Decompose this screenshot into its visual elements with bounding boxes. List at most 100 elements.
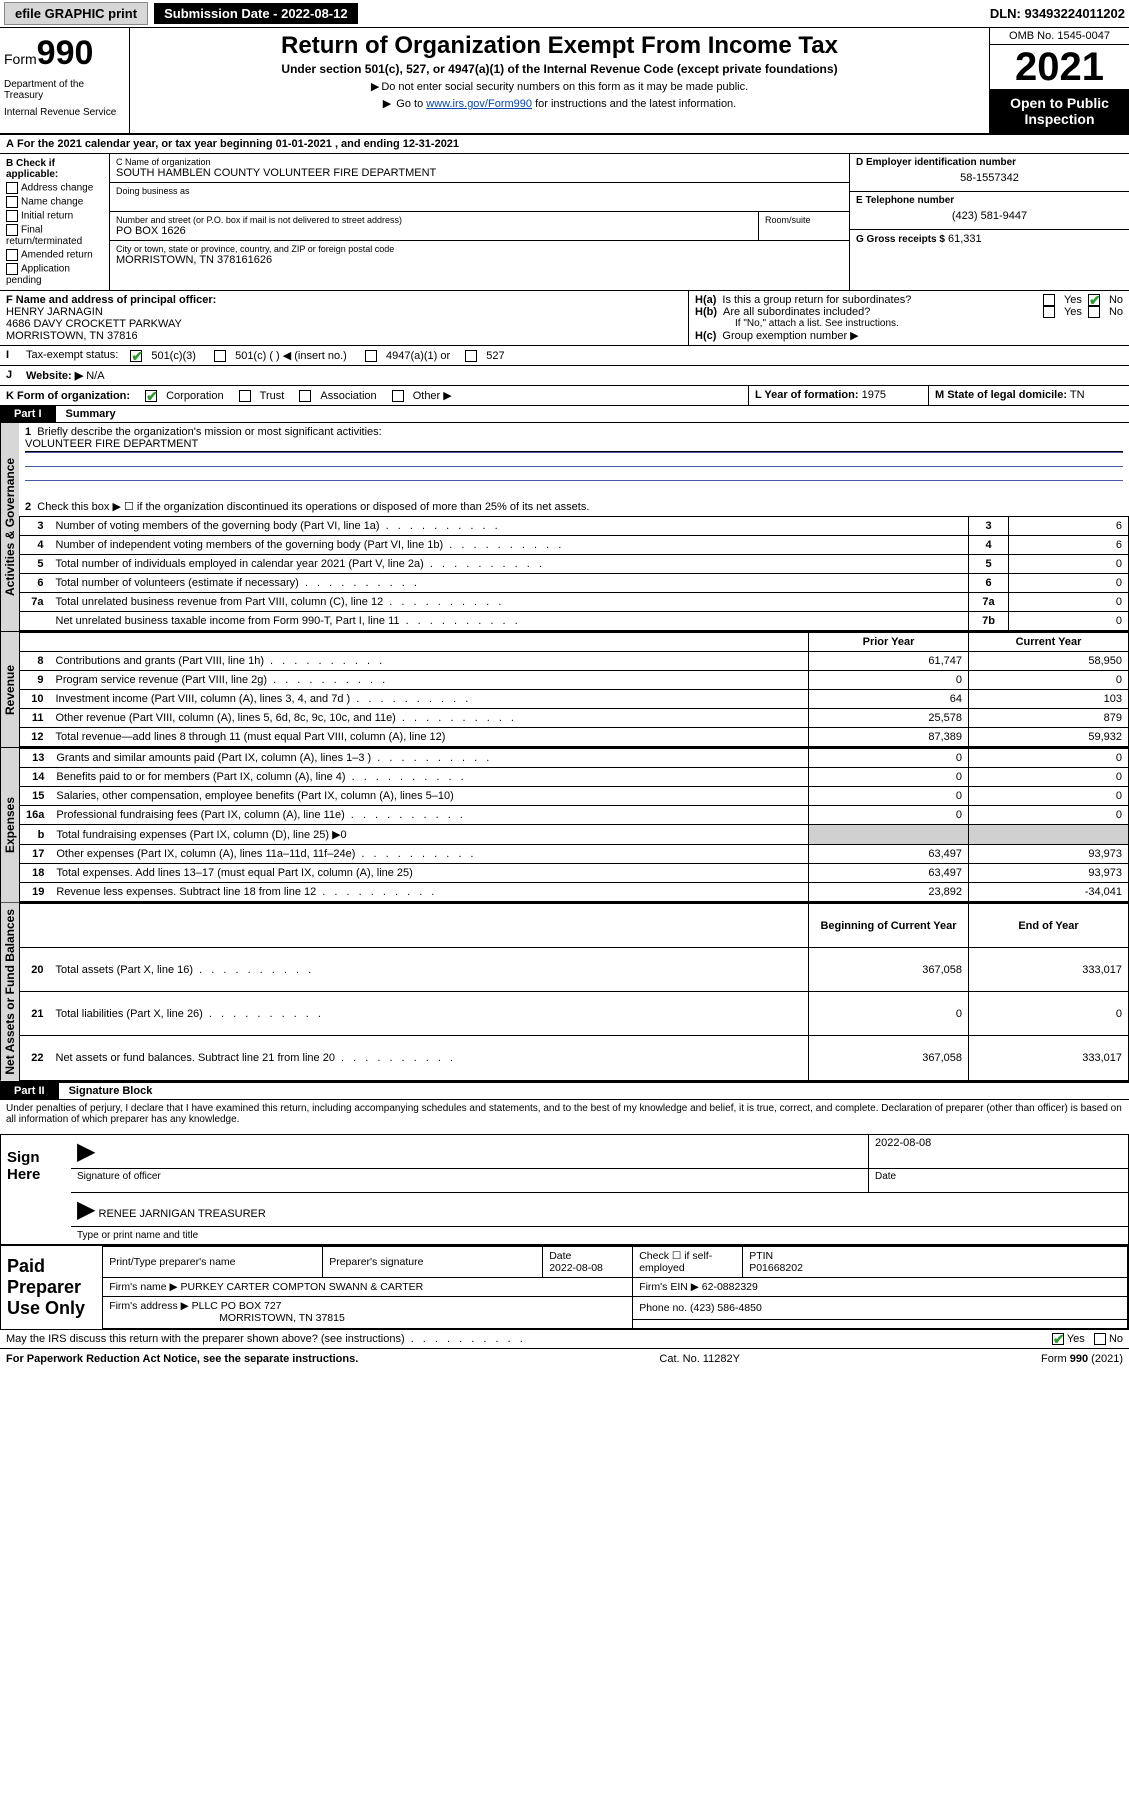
firm-city: MORRISTOWN, TN 37815 (109, 1312, 345, 1324)
checkbox-discuss-yes[interactable] (1052, 1333, 1064, 1345)
r19-num: 19 (20, 883, 51, 902)
part2-num: Part II (0, 1083, 59, 1099)
checkbox-address-change[interactable] (6, 182, 18, 194)
discuss-no: No (1109, 1333, 1123, 1345)
lbl-phone: E Telephone number (856, 195, 1123, 206)
checkbox-other[interactable] (392, 390, 404, 402)
checkbox-501c3[interactable] (130, 350, 142, 362)
checkbox-4947[interactable] (365, 350, 377, 362)
r11-prior: 25,578 (809, 709, 969, 728)
r9-prior: 0 (809, 671, 969, 690)
hb-label: H(b) (695, 306, 717, 318)
sign-here-label: Sign Here (1, 1135, 71, 1244)
r6-box: 6 (969, 574, 1009, 593)
r5-desc: Total number of individuals employed in … (50, 555, 969, 574)
r3-box: 3 (969, 517, 1009, 536)
r17-curr: 93,973 (969, 845, 1129, 864)
efile-print-button[interactable]: efile GRAPHIC print (4, 2, 148, 25)
goto-pre: Go to (396, 98, 426, 110)
side-exp: Expenses (0, 748, 19, 902)
part2-title: Signature Block (59, 1083, 163, 1099)
r3-desc: Number of voting members of the governin… (50, 517, 969, 536)
top-toolbar: efile GRAPHIC print Submission Date - 20… (0, 0, 1129, 28)
lbl-address-change: Address change (21, 183, 93, 194)
checkbox-527[interactable] (465, 350, 477, 362)
r20-num: 20 (20, 948, 50, 992)
section-b-header: B Check if applicable: (6, 157, 103, 181)
lbl-gross: G Gross receipts $ (856, 234, 945, 245)
q1-num: 1 (25, 426, 31, 438)
ssn-note: Do not enter social security numbers on … (138, 80, 981, 93)
checkbox-501c[interactable] (214, 350, 226, 362)
checkbox-hb-no[interactable] (1088, 306, 1100, 318)
r5-box: 5 (969, 555, 1009, 574)
lbl-room: Room/suite (765, 215, 843, 225)
checkbox-ha-yes[interactable] (1043, 294, 1055, 306)
ein-value: 58-1557342 (856, 168, 1123, 188)
dln-label: DLN: 93493224011202 (990, 6, 1125, 21)
form-num: 990 (37, 34, 94, 72)
checkbox-initial-return[interactable] (6, 210, 18, 222)
checkbox-final-return[interactable] (6, 224, 18, 236)
r14-desc: Benefits paid to or for members (Part IX… (50, 768, 808, 787)
part2-header: Part II Signature Block (0, 1083, 1129, 1100)
r7b-desc: Net unrelated business taxable income fr… (50, 612, 969, 631)
revenue-table: Prior YearCurrent Year 8Contributions an… (19, 632, 1129, 747)
r10-num: 10 (20, 690, 50, 709)
opt-501c: 501(c) ( ) ◀ (insert no.) (235, 349, 347, 362)
checkbox-app-pending[interactable] (6, 263, 18, 275)
lbl-form-org: K Form of organization: (6, 390, 130, 402)
open-public-badge: Open to Public Inspection (990, 89, 1129, 133)
mission-text: VOLUNTEER FIRE DEPARTMENT (25, 438, 1123, 452)
r20-curr: 333,017 (969, 948, 1129, 992)
perjury-statement: Under penalties of perjury, I declare th… (0, 1100, 1129, 1128)
form990-link[interactable]: www.irs.gov/Form990 (426, 98, 532, 110)
r6-num: 6 (20, 574, 50, 593)
r21-num: 21 (20, 992, 50, 1036)
opt-other: Other ▶ (413, 389, 452, 402)
r14-curr: 0 (969, 768, 1129, 787)
r18-num: 18 (20, 864, 51, 883)
paid-preparer-label: Paid Preparer Use Only (1, 1246, 102, 1329)
r9-num: 9 (20, 671, 50, 690)
r17-desc: Other expenses (Part IX, column (A), lin… (50, 845, 808, 864)
opt-4947: 4947(a)(1) or (386, 350, 450, 362)
discuss-yes: Yes (1067, 1333, 1085, 1345)
r20-desc: Total assets (Part X, line 16) (50, 948, 809, 992)
r4-num: 4 (20, 536, 50, 555)
r13-curr: 0 (969, 749, 1129, 768)
irs-label: Internal Revenue Service (4, 107, 125, 118)
hc-question: Group exemption number ▶ (722, 329, 858, 342)
checkbox-hb-yes[interactable] (1043, 306, 1055, 318)
line-a-text: For the 2021 calendar year, or tax year … (17, 138, 459, 150)
r14-prior: 0 (809, 768, 969, 787)
section-c: C Name of organization SOUTH HAMBLEN COU… (110, 154, 849, 290)
expenses-table: 13Grants and similar amounts paid (Part … (19, 748, 1129, 902)
section-k-l-m: K Form of organization: Corporation Trus… (0, 386, 1129, 406)
r5-val: 0 (1009, 555, 1129, 574)
checkbox-name-change[interactable] (6, 196, 18, 208)
r21-desc: Total liabilities (Part X, line 26) (50, 992, 809, 1036)
r4-box: 4 (969, 536, 1009, 555)
r22-curr: 333,017 (969, 1036, 1129, 1080)
checkbox-amended[interactable] (6, 249, 18, 261)
form-header: Form990 Department of the Treasury Inter… (0, 28, 1129, 135)
r15-desc: Salaries, other compensation, employee b… (50, 787, 808, 806)
hb-no: No (1109, 306, 1123, 318)
checkbox-corp[interactable] (145, 390, 157, 402)
line-a: A For the 2021 calendar year, or tax yea… (0, 135, 1129, 154)
checkbox-assoc[interactable] (299, 390, 311, 402)
checkbox-discuss-no[interactable] (1094, 1333, 1106, 1345)
r10-curr: 103 (969, 690, 1129, 709)
officer-name: HENRY JARNAGIN (6, 306, 682, 318)
checkbox-ha-no[interactable] (1088, 294, 1100, 306)
section-j: J Website: ▶ N/A (0, 366, 1129, 386)
firm-addr: PLLC PO BOX 727 (192, 1300, 282, 1312)
r13-prior: 0 (809, 749, 969, 768)
checkbox-trust[interactable] (239, 390, 251, 402)
r7a-desc: Total unrelated business revenue from Pa… (50, 593, 969, 612)
side-gov: Activities & Governance (0, 423, 19, 631)
lbl-year-formation: L Year of formation: (755, 389, 859, 401)
officer-addr1: 4686 DAVY CROCKETT PARKWAY (6, 318, 682, 330)
r22-desc: Net assets or fund balances. Subtract li… (50, 1036, 809, 1080)
